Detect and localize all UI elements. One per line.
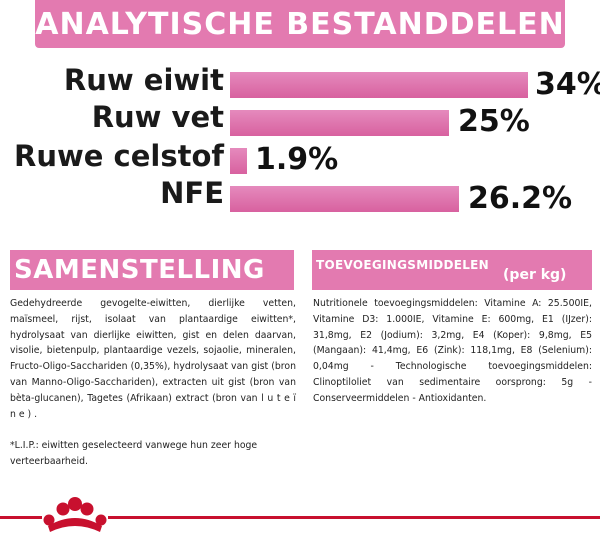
additives-text: Nutritionele toevoegingsmiddelen: Vitami… — [313, 298, 592, 404]
metric-label-fibre: Ruwe celstof — [14, 139, 224, 173]
section-title-banner: ANALYTISCHE BESTANDDELEN — [35, 0, 565, 48]
metric-value-fibre: 1.9% — [255, 142, 339, 177]
composition-header: SAMENSTELLING — [10, 250, 294, 290]
footer-line — [0, 516, 600, 519]
metric-label-protein: Ruw eiwit — [63, 63, 224, 97]
metric-value-fat: 25% — [458, 104, 530, 139]
additives-unit: (per kg) — [503, 267, 567, 283]
additives-header: TOEVOEGINGSMIDDELEN (per kg) — [312, 250, 592, 290]
metric-bar-fat — [230, 110, 449, 136]
metric-bar-protein — [230, 72, 528, 98]
metric-bar-fibre — [230, 148, 247, 174]
royal-canin-crown-icon — [42, 496, 108, 534]
section-title: ANALYTISCHE BESTANDDELEN — [35, 6, 565, 42]
metric-value-nfe: 26.2% — [468, 181, 573, 216]
composition-title: SAMENSTELLING — [14, 255, 265, 285]
additives-title: TOEVOEGINGSMIDDELEN — [316, 258, 490, 272]
metric-bar-nfe — [230, 186, 459, 212]
metric-value-protein: 34% — [535, 67, 600, 102]
composition-note: *L.I.P.: eiwitten geselecteerd vanwege h… — [10, 440, 258, 467]
metric-label-nfe: NFE — [160, 176, 224, 210]
composition-text: Gedehydreerde gevogelte-eiwitten, dierli… — [10, 298, 296, 420]
metric-label-fat: Ruw vet — [91, 100, 224, 134]
